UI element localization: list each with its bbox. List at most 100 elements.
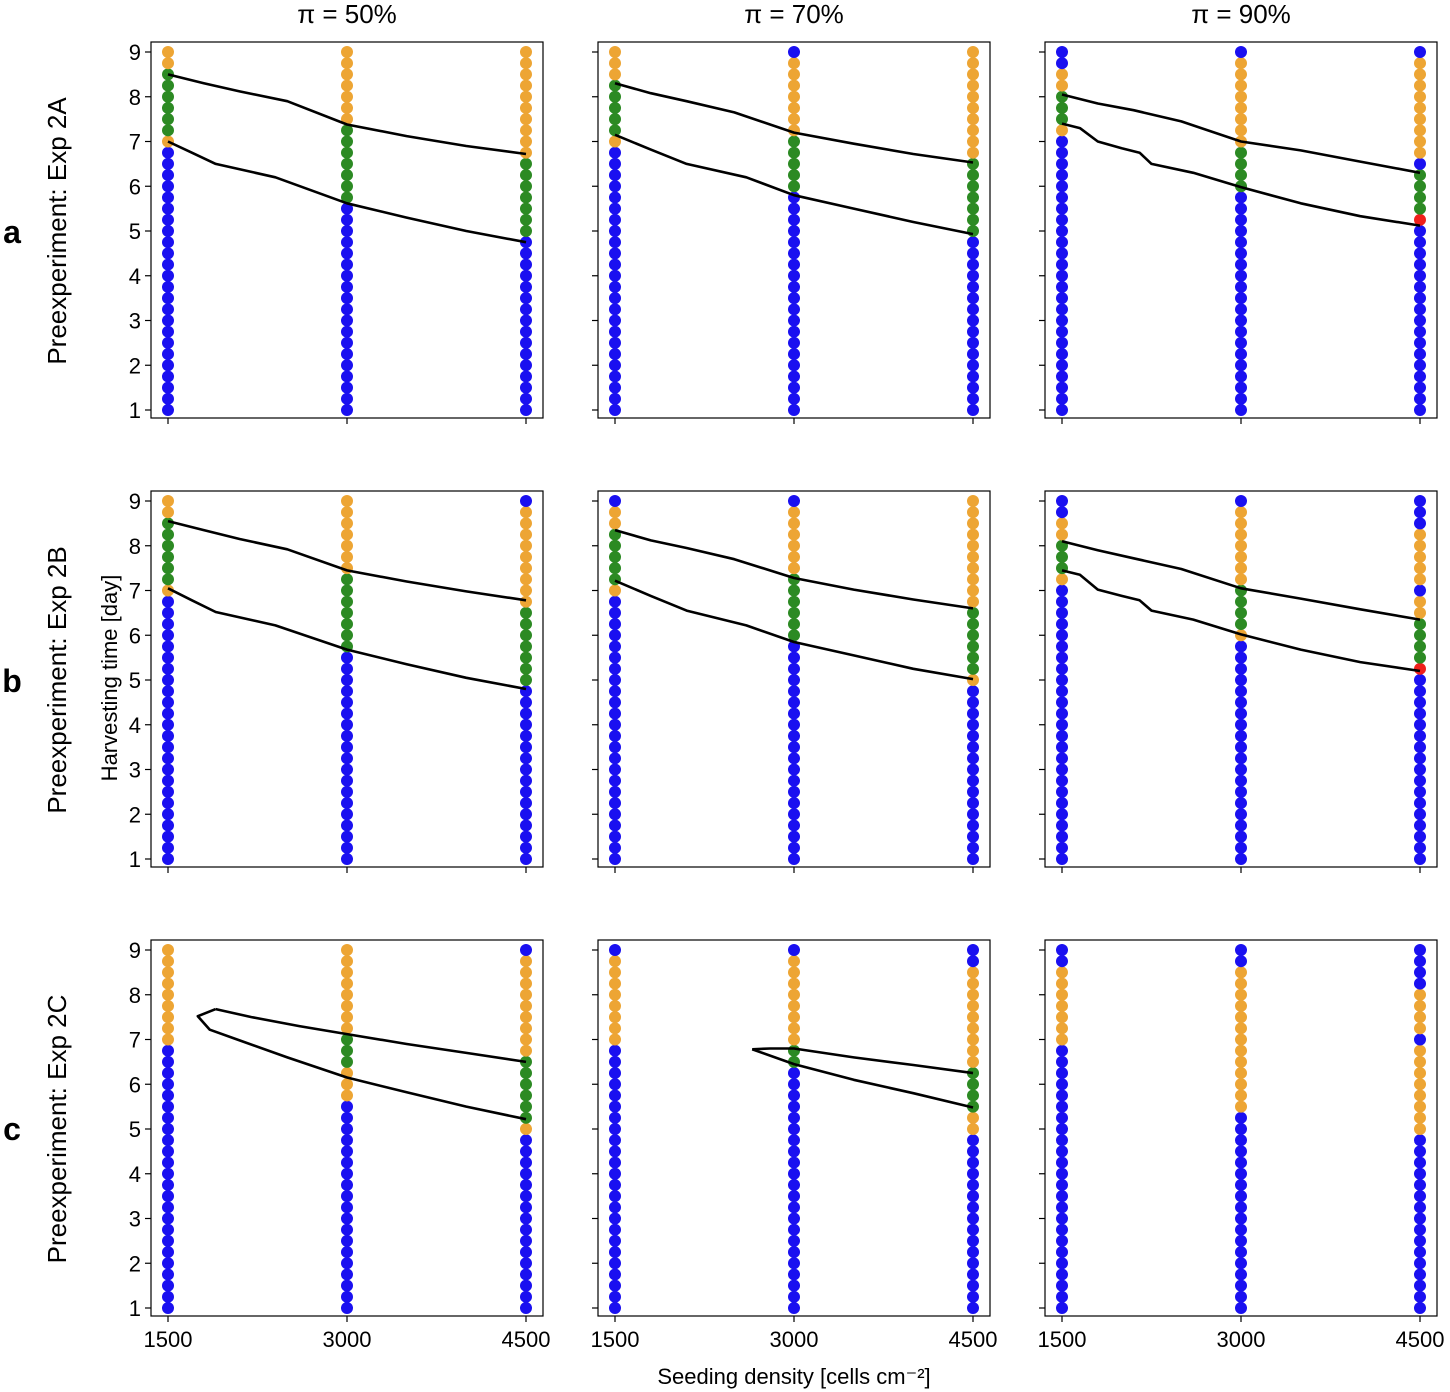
panel-c-col-3: 1500 3000 4500	[1038, 939, 1444, 1352]
data-point-blue	[609, 1257, 621, 1270]
data-point-orange	[967, 1033, 979, 1046]
data-point-orange	[1414, 1044, 1426, 1057]
data-point-green	[1056, 550, 1068, 563]
data-point-green	[609, 101, 621, 114]
data-point-blue	[520, 1234, 532, 1247]
data-point-green	[788, 584, 800, 597]
panel-c-col-1: 1 2 3 4 5 6 7 8 9 1500 3000 4500	[129, 938, 551, 1352]
data-point-orange	[788, 506, 800, 519]
data-point-blue	[1235, 662, 1247, 675]
data-point-blue	[1235, 46, 1247, 58]
data-point-blue	[609, 392, 621, 405]
data-point-orange	[788, 539, 800, 552]
data-point-orange	[788, 101, 800, 114]
data-point-blue	[609, 707, 621, 720]
data-point-orange	[1414, 101, 1426, 114]
data-point-orange	[1414, 1123, 1426, 1135]
data-point-blue	[609, 618, 621, 631]
data-point-orange	[1235, 550, 1247, 563]
data-point-blue	[1056, 1078, 1068, 1091]
data-point-orange	[1056, 977, 1068, 990]
data-point-blue	[967, 1190, 979, 1203]
data-point-orange	[162, 944, 174, 956]
data-point-blue	[520, 280, 532, 293]
data-point-blue	[520, 348, 532, 361]
data-point-blue	[1056, 359, 1068, 372]
data-point-blue	[162, 629, 174, 642]
data-point-orange	[520, 595, 532, 608]
data-point-blue	[1056, 707, 1068, 720]
data-point-orange	[609, 977, 621, 990]
data-point-orange	[788, 79, 800, 92]
data-point-blue	[788, 303, 800, 316]
y-tick-label: 9	[129, 40, 141, 65]
data-point-green	[341, 124, 353, 137]
data-point-blue	[520, 381, 532, 394]
data-point-blue	[162, 247, 174, 260]
data-point-blue	[788, 1268, 800, 1281]
data-point-blue	[341, 1279, 353, 1292]
data-point-blue	[1235, 404, 1247, 416]
data-point-blue	[162, 236, 174, 249]
data-point-blue	[162, 595, 174, 608]
row-letter-a: a	[3, 214, 21, 250]
data-point-blue	[967, 752, 979, 765]
data-point-blue	[1414, 841, 1426, 854]
data-point-orange	[967, 988, 979, 1001]
data-point-blue	[520, 325, 532, 338]
data-point-blue	[967, 853, 979, 865]
data-point-blue	[520, 1246, 532, 1259]
data-point-orange	[162, 1011, 174, 1024]
data-point-blue	[788, 1246, 800, 1259]
data-point-blue	[162, 258, 174, 271]
data-point-orange	[1235, 573, 1247, 586]
data-point-blue	[1235, 202, 1247, 215]
data-point-blue	[1235, 258, 1247, 271]
data-point-orange	[609, 1011, 621, 1024]
data-point-blue	[1056, 180, 1068, 193]
data-point-orange	[1235, 1067, 1247, 1080]
data-point-orange	[341, 46, 353, 58]
data-point-blue	[609, 180, 621, 193]
data-point-blue	[1056, 1257, 1068, 1270]
lower-boundary-line	[614, 579, 974, 681]
data-point-blue	[967, 819, 979, 832]
data-point-blue	[162, 651, 174, 664]
data-point-orange	[341, 517, 353, 530]
y-tick-label: 5	[129, 668, 141, 693]
data-point-blue	[162, 606, 174, 619]
data-point-blue	[1414, 763, 1426, 776]
data-point-blue	[341, 1257, 353, 1270]
data-point-green	[609, 550, 621, 563]
data-point-blue	[1235, 785, 1247, 798]
data-point-orange	[520, 135, 532, 148]
data-point-orange	[609, 135, 621, 148]
data-point-blue	[162, 1078, 174, 1091]
y-tick-label: 3	[129, 758, 141, 783]
data-point-blue	[788, 1212, 800, 1225]
data-point-blue	[1056, 752, 1068, 765]
data-point-blue	[609, 830, 621, 843]
upper-boundary-line	[614, 528, 974, 610]
data-point-blue	[609, 348, 621, 361]
data-point-blue	[1235, 808, 1247, 821]
data-point-blue	[1235, 370, 1247, 383]
data-point-orange	[609, 57, 621, 70]
data-point-blue	[788, 774, 800, 787]
data-point-blue	[520, 495, 532, 507]
data-point-orange	[967, 90, 979, 103]
data-point-green	[967, 1078, 979, 1091]
data-point-orange	[162, 506, 174, 519]
data-point-blue	[162, 640, 174, 653]
data-point-orange	[520, 584, 532, 597]
data-point-blue	[609, 1067, 621, 1080]
y-tick-label: 3	[129, 1207, 141, 1232]
data-point-blue	[788, 381, 800, 394]
data-point-blue	[788, 280, 800, 293]
data-point-blue	[1414, 584, 1426, 597]
data-point-blue	[788, 1145, 800, 1158]
data-point-blue	[1414, 1246, 1426, 1259]
data-point-blue	[1235, 381, 1247, 394]
data-point-blue	[520, 830, 532, 843]
data-point-blue	[162, 685, 174, 698]
